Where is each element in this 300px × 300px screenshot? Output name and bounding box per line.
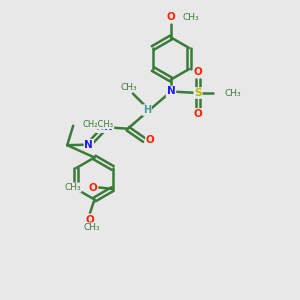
Text: O: O (85, 214, 94, 225)
Text: CH₃: CH₃ (182, 13, 199, 22)
Text: O: O (194, 67, 202, 77)
Text: O: O (88, 182, 97, 193)
Text: CH₃: CH₃ (83, 223, 100, 232)
Text: H: H (143, 105, 151, 115)
Text: O: O (146, 135, 155, 145)
Text: CH₂CH₃: CH₂CH₃ (83, 120, 114, 129)
Text: N: N (84, 140, 93, 150)
Text: S: S (194, 88, 202, 98)
Text: H: H (95, 122, 103, 132)
Text: N: N (104, 122, 113, 132)
Text: CH₃: CH₃ (121, 82, 138, 91)
Text: N: N (167, 86, 176, 97)
Text: O: O (167, 12, 176, 22)
Text: CH₃: CH₃ (64, 183, 81, 192)
Text: CH₃: CH₃ (224, 88, 241, 98)
Text: O: O (194, 109, 202, 119)
